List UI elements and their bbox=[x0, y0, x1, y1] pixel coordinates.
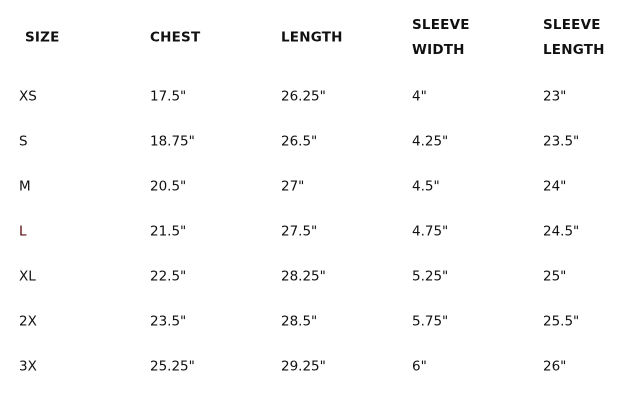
cell-length: 27" bbox=[281, 178, 305, 195]
header-chest: CHEST bbox=[150, 29, 201, 46]
cell-sleeve-length: 24.5" bbox=[543, 223, 580, 240]
cell-sleeve-length: 25" bbox=[543, 268, 567, 285]
header-size: SIZE bbox=[25, 29, 60, 46]
cell-length: 28.5" bbox=[281, 313, 318, 330]
cell-sleeve-width: 6" bbox=[412, 358, 427, 375]
cell-sleeve-length: 26" bbox=[543, 358, 567, 375]
cell-sleeve-width: 4.75" bbox=[412, 223, 449, 240]
cell-sleeve-length: 23.5" bbox=[543, 133, 580, 150]
size-label: 3X bbox=[19, 358, 37, 375]
header-length: LENGTH bbox=[281, 29, 343, 46]
header-sleeve-width: SLEEVE WIDTH bbox=[412, 13, 470, 63]
cell-sleeve-length: 23" bbox=[543, 88, 567, 105]
cell-chest: 22.5" bbox=[150, 268, 187, 285]
cell-chest: 20.5" bbox=[150, 178, 187, 195]
cell-chest: 17.5" bbox=[150, 88, 187, 105]
header-sleeve-length: SLEEVE LENGTH bbox=[543, 13, 605, 63]
size-label: L bbox=[19, 223, 27, 240]
cell-length: 26.25" bbox=[281, 88, 326, 105]
cell-chest: 25.25" bbox=[150, 358, 195, 375]
size-label: M bbox=[19, 178, 31, 195]
cell-sleeve-width: 4.5" bbox=[412, 178, 440, 195]
size-label: XS bbox=[19, 88, 37, 105]
cell-sleeve-width: 5.75" bbox=[412, 313, 449, 330]
cell-length: 27.5" bbox=[281, 223, 318, 240]
header-line: LENGTH bbox=[543, 42, 605, 58]
cell-chest: 21.5" bbox=[150, 223, 187, 240]
cell-sleeve-length: 25.5" bbox=[543, 313, 580, 330]
header-line: SLEEVE bbox=[543, 17, 601, 33]
cell-chest: 18.75" bbox=[150, 133, 195, 150]
cell-chest: 23.5" bbox=[150, 313, 187, 330]
cell-length: 28.25" bbox=[281, 268, 326, 285]
cell-sleeve-width: 4" bbox=[412, 88, 427, 105]
cell-length: 26.5" bbox=[281, 133, 318, 150]
size-label: 2X bbox=[19, 313, 37, 330]
size-label: XL bbox=[19, 268, 36, 285]
header-line: SLEEVE bbox=[412, 17, 470, 33]
cell-sleeve-width: 4.25" bbox=[412, 133, 449, 150]
cell-length: 29.25" bbox=[281, 358, 326, 375]
cell-sleeve-width: 5.25" bbox=[412, 268, 449, 285]
header-line: WIDTH bbox=[412, 42, 465, 58]
cell-sleeve-length: 24" bbox=[543, 178, 567, 195]
size-label: S bbox=[19, 133, 28, 150]
